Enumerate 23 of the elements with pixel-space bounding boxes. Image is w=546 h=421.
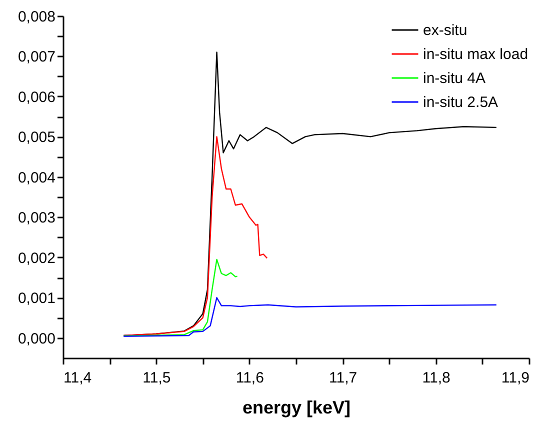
y-tick-label: 0,006	[18, 88, 56, 106]
x-tick-label: 11,4	[64, 370, 92, 386]
line-series	[122, 258, 238, 336]
legend-label: in-situ max load	[423, 46, 528, 63]
x-tick-label: 11,6	[236, 370, 264, 386]
y-tick-label: 0,000	[18, 330, 56, 348]
y-tick-label: 0,003	[18, 210, 56, 227]
line-series	[122, 136, 268, 336]
legend-label: in-situ 2.5A	[423, 94, 498, 111]
y-tick-label: 0,007	[18, 48, 56, 66]
y-tick-label: 0,002	[18, 250, 56, 267]
y-tick-label: 0,001	[18, 290, 56, 308]
x-tick-label: 11,8	[422, 370, 450, 386]
y-tick-label: 0,008	[18, 8, 56, 26]
y-tick-label: 0,004	[18, 169, 56, 186]
x-tick-label: 11,7	[329, 370, 358, 386]
legend-label: ex-situ	[423, 22, 468, 39]
legend-label: in-situ 4A	[423, 70, 486, 87]
line-series	[122, 297, 497, 337]
y-tick-label: 0,005	[18, 129, 56, 146]
x-tick-label: 11,9	[501, 370, 530, 386]
x-axis-title: energy [keV]	[242, 398, 351, 418]
x-tick-label: 11,5	[142, 370, 171, 386]
